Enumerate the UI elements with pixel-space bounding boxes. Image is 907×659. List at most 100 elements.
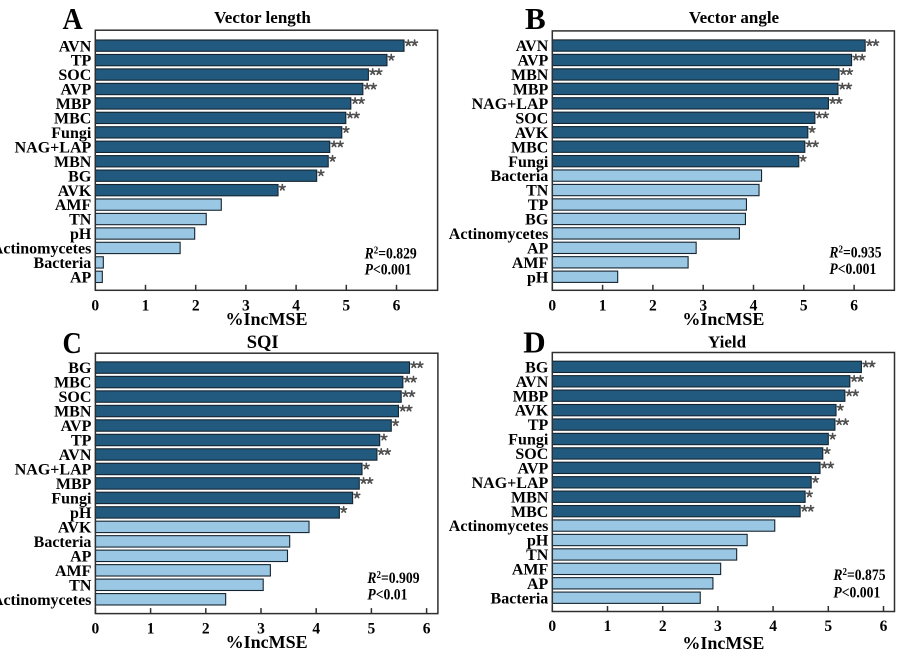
svg-text:AVP: AVP xyxy=(61,418,92,435)
svg-text:BG: BG xyxy=(525,359,549,376)
svg-text:Bacteria: Bacteria xyxy=(491,590,549,607)
svg-text:R2=0.909: R2=0.909 xyxy=(366,569,419,587)
svg-text:AVP: AVP xyxy=(60,82,91,99)
svg-text:BG: BG xyxy=(68,168,92,185)
svg-text:%IncMSE: %IncMSE xyxy=(226,632,308,652)
svg-text:MBC: MBC xyxy=(511,504,548,521)
svg-text:SOC: SOC xyxy=(58,389,91,406)
svg-text:TN: TN xyxy=(526,183,549,200)
svg-text:TP: TP xyxy=(71,53,92,70)
svg-text:%IncMSE: %IncMSE xyxy=(682,309,764,329)
svg-text:Bacteria: Bacteria xyxy=(491,168,549,185)
svg-text:MBP: MBP xyxy=(513,388,549,405)
svg-text:5: 5 xyxy=(368,621,376,638)
svg-text:0: 0 xyxy=(91,297,99,314)
svg-text:3: 3 xyxy=(699,297,707,314)
svg-text:TP: TP xyxy=(71,433,92,450)
svg-text:0: 0 xyxy=(92,621,100,638)
svg-text:AVN: AVN xyxy=(59,447,92,464)
svg-text:R2=0.875: R2=0.875 xyxy=(832,566,885,584)
svg-text:AVN: AVN xyxy=(516,374,549,391)
svg-text:SQI: SQI xyxy=(247,333,279,353)
svg-text:2: 2 xyxy=(202,621,210,638)
svg-text:NAG+LAP: NAG+LAP xyxy=(472,96,549,113)
svg-text:AVN: AVN xyxy=(59,38,92,55)
svg-text:AVN: AVN xyxy=(516,38,549,55)
svg-text:pH: pH xyxy=(527,269,549,286)
svg-text:AP: AP xyxy=(527,240,549,257)
svg-text:P<0.001: P<0.001 xyxy=(365,261,412,278)
svg-text:5: 5 xyxy=(800,297,808,314)
svg-text:6: 6 xyxy=(880,618,888,635)
svg-text:0: 0 xyxy=(548,618,556,635)
svg-text:MBC: MBC xyxy=(54,111,91,128)
svg-text:3: 3 xyxy=(714,618,722,635)
svg-text:Fungi: Fungi xyxy=(508,154,549,171)
svg-text:AVK: AVK xyxy=(515,403,549,420)
svg-text:SOC: SOC xyxy=(58,67,91,84)
svg-text:BG: BG xyxy=(68,360,92,377)
svg-text:AVP: AVP xyxy=(517,460,548,477)
svg-text:MBN: MBN xyxy=(511,489,549,506)
svg-text:6: 6 xyxy=(393,297,401,314)
svg-text:MBN: MBN xyxy=(511,67,549,84)
svg-text:5: 5 xyxy=(824,618,832,635)
svg-text:AP: AP xyxy=(70,548,92,565)
svg-text:P<0.001: P<0.001 xyxy=(829,261,876,278)
svg-text:Vector angle: Vector angle xyxy=(689,8,780,27)
svg-text:TN: TN xyxy=(526,547,549,564)
svg-text:TP: TP xyxy=(528,417,549,434)
svg-text:AMF: AMF xyxy=(55,563,92,580)
svg-text:4: 4 xyxy=(769,618,777,635)
svg-text:AP: AP xyxy=(527,576,549,593)
svg-text:Fungi: Fungi xyxy=(508,432,549,449)
svg-text:0: 0 xyxy=(548,297,556,314)
svg-text:SOC: SOC xyxy=(515,446,548,463)
svg-text:B: B xyxy=(525,1,546,36)
svg-text:AVK: AVK xyxy=(515,125,549,142)
svg-text:%IncMSE: %IncMSE xyxy=(682,633,764,653)
svg-text:3: 3 xyxy=(242,297,250,314)
svg-text:4: 4 xyxy=(750,297,758,314)
svg-text:P<0.01: P<0.01 xyxy=(367,587,407,604)
svg-text:NAG+LAP: NAG+LAP xyxy=(15,462,92,479)
svg-text:SOC: SOC xyxy=(515,110,548,127)
svg-text:Yield: Yield xyxy=(708,333,747,352)
svg-text:D: D xyxy=(523,324,545,359)
svg-text:TP: TP xyxy=(528,197,549,214)
svg-text:Bacteria: Bacteria xyxy=(34,534,92,551)
svg-text:NAG+LAP: NAG+LAP xyxy=(15,139,92,156)
svg-text:TN: TN xyxy=(69,212,92,229)
svg-text:BG: BG xyxy=(525,212,549,229)
svg-text:MBP: MBP xyxy=(56,96,92,113)
svg-text:TN: TN xyxy=(69,577,92,594)
svg-text:Actinomycetes: Actinomycetes xyxy=(0,592,91,609)
svg-text:2: 2 xyxy=(659,618,667,635)
svg-text:1: 1 xyxy=(604,618,612,635)
svg-text:pH: pH xyxy=(70,226,92,243)
svg-text:Fungi: Fungi xyxy=(51,125,92,142)
svg-text:MBP: MBP xyxy=(56,476,92,493)
svg-text:6: 6 xyxy=(423,621,431,638)
svg-text:1: 1 xyxy=(147,621,155,638)
svg-text:6: 6 xyxy=(850,297,858,314)
svg-text:2: 2 xyxy=(649,297,657,314)
svg-text:Actinomycetes: Actinomycetes xyxy=(0,241,91,258)
svg-text:Bacteria: Bacteria xyxy=(34,255,92,272)
svg-text:C: C xyxy=(63,326,82,360)
svg-text:Actinomycetes: Actinomycetes xyxy=(449,226,549,243)
svg-text:pH: pH xyxy=(527,533,549,550)
svg-text:P<0.001: P<0.001 xyxy=(833,585,880,602)
svg-text:5: 5 xyxy=(342,297,350,314)
svg-text:NAG+LAP: NAG+LAP xyxy=(472,475,549,492)
svg-text:Vector length: Vector length xyxy=(214,8,311,27)
svg-text:A: A xyxy=(63,3,84,37)
svg-text:AVP: AVP xyxy=(517,53,548,70)
svg-text:4: 4 xyxy=(292,297,300,314)
svg-text:3: 3 xyxy=(257,621,265,638)
svg-text:AP: AP xyxy=(70,269,92,286)
svg-text:R2=0.935: R2=0.935 xyxy=(828,244,881,262)
svg-text:AVK: AVK xyxy=(58,183,92,200)
svg-text:MBP: MBP xyxy=(513,82,549,99)
svg-text:Actinomycetes: Actinomycetes xyxy=(449,518,549,535)
